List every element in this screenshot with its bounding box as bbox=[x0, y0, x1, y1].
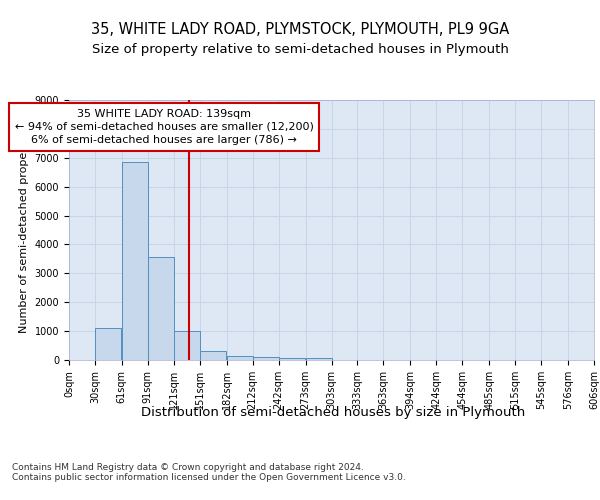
Bar bbox=[122, 162, 148, 360]
Bar bbox=[278, 358, 305, 360]
Text: 35, WHITE LADY ROAD, PLYMSTOCK, PLYMOUTH, PL9 9GA: 35, WHITE LADY ROAD, PLYMSTOCK, PLYMOUTH… bbox=[91, 22, 509, 38]
Bar bbox=[148, 258, 174, 360]
Bar bbox=[200, 351, 226, 360]
Text: 35 WHITE LADY ROAD: 139sqm
← 94% of semi-detached houses are smaller (12,200)
6%: 35 WHITE LADY ROAD: 139sqm ← 94% of semi… bbox=[15, 108, 314, 145]
Bar bbox=[305, 358, 331, 360]
Bar bbox=[95, 328, 121, 360]
Bar bbox=[253, 357, 278, 360]
Text: Contains HM Land Registry data © Crown copyright and database right 2024.
Contai: Contains HM Land Registry data © Crown c… bbox=[12, 463, 406, 482]
Bar bbox=[227, 356, 253, 360]
Text: Size of property relative to semi-detached houses in Plymouth: Size of property relative to semi-detach… bbox=[92, 42, 508, 56]
Bar bbox=[174, 331, 200, 360]
Text: Distribution of semi-detached houses by size in Plymouth: Distribution of semi-detached houses by … bbox=[141, 406, 525, 419]
Y-axis label: Number of semi-detached properties: Number of semi-detached properties bbox=[19, 127, 29, 333]
